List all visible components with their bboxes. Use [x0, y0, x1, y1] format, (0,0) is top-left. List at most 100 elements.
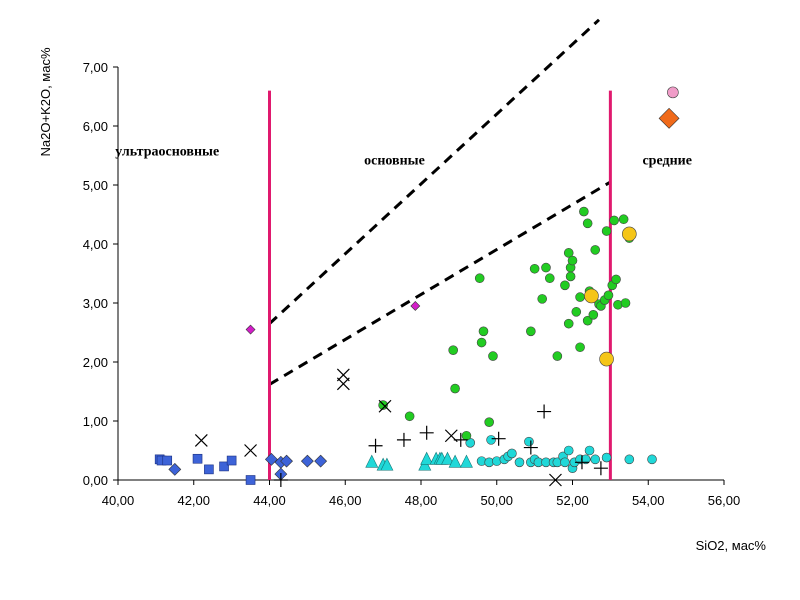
green-circles-point [588, 309, 599, 320]
y-tick-label: 1,00 [83, 414, 108, 429]
plus-marks-point [491, 431, 506, 446]
green-circles-point [575, 292, 585, 302]
y-tick-label: 7,00 [83, 60, 108, 75]
x-tick-label: 40,00 [102, 493, 135, 508]
green-circles-point [526, 326, 536, 337]
pink-circle-point [667, 86, 679, 99]
cyan-circles-point [590, 454, 601, 465]
green-circles-point [609, 215, 619, 226]
green-circles-point [544, 273, 555, 284]
green-circles-point [579, 206, 589, 217]
plus-marks-point [537, 404, 552, 419]
y-tick-label: 3,00 [83, 296, 108, 311]
plus-marks-point [523, 440, 538, 455]
cyan-circles-point [647, 454, 657, 465]
y-axis-title: Na2O+K2O, мас% [38, 47, 53, 156]
cyan-circles-point [486, 435, 496, 445]
cyan-triangles-point [420, 451, 434, 465]
cyan-circles-point [584, 445, 595, 456]
green-circles-point [603, 290, 614, 301]
y-tick-label: 4,00 [83, 237, 108, 252]
plus-marks-point [574, 455, 589, 470]
blue-squares-point [204, 464, 214, 475]
green-circles-point [618, 214, 629, 225]
x-marks-point [194, 434, 208, 447]
green-circles-point [567, 255, 578, 266]
green-circles-point [582, 218, 593, 229]
region-label: основные [364, 153, 425, 168]
x-tick-label: 46,00 [329, 493, 362, 508]
blue-diamonds-point [280, 454, 293, 468]
plus-marks-point [593, 461, 608, 476]
blue-squares-point [192, 453, 203, 464]
plus-marks-point [273, 473, 288, 487]
green-circles-point [620, 298, 631, 308]
green-circles-point [563, 318, 574, 329]
x-marks-point [244, 444, 257, 457]
upper-boundary-dashed-line [268, 18, 601, 325]
plus-marks-point [396, 432, 411, 447]
y-tick-label: 5,00 [83, 178, 108, 193]
green-circles-point [478, 326, 489, 337]
green-circles-point [601, 226, 612, 236]
green-circles-point [552, 351, 563, 361]
cyan-circles-point [524, 436, 534, 447]
cyan-circles-point [563, 445, 574, 456]
region-label: ультраосновные [115, 145, 219, 160]
green-circles-point [611, 274, 621, 285]
x-marks-point [336, 368, 350, 382]
green-circles-point [563, 248, 574, 258]
x-tick-label: 44,00 [253, 493, 286, 508]
cyan-triangles-point [365, 454, 379, 468]
green-circles-point [476, 337, 487, 348]
x-axis-ticks: 40,00 42,00 44,00 46,00 48,00 50,00 52,00 54,00… [102, 480, 741, 508]
region-label: средние [642, 153, 691, 168]
x-marks-point [378, 399, 392, 413]
x-tick-label: 56,00 [708, 493, 741, 508]
green-circles-point [537, 294, 548, 304]
green-circles-point [529, 263, 540, 274]
green-circles-point [565, 271, 576, 282]
cyan-triangles-point [441, 451, 454, 465]
green-circles-point [450, 383, 460, 394]
x-axis-title: SiO2, мас% [696, 538, 767, 553]
cyan-triangles-point [448, 454, 462, 468]
plot-area [117, 67, 724, 481]
cyan-circles-point [624, 454, 635, 465]
green-circles-point [448, 345, 458, 356]
orange-circles-point [584, 288, 599, 304]
cyan-circles-point [507, 448, 517, 459]
cyan-circles-point [601, 452, 612, 463]
x-tick-label: 48,00 [405, 493, 438, 508]
green-circles-point [571, 307, 582, 317]
green-circles-point [590, 245, 601, 255]
green-circles-point [461, 430, 472, 441]
blue-squares-point [226, 455, 237, 466]
green-circles-point [560, 280, 570, 291]
lower-boundary-dashed-line [268, 180, 612, 386]
green-circles-point [404, 411, 415, 422]
blue-squares-point [245, 475, 256, 485]
boundary-lines [268, 18, 612, 480]
green-circles-point [484, 417, 494, 427]
plus-marks-point [419, 425, 434, 440]
blue-diamonds-point [314, 454, 328, 468]
blue-diamonds-point [168, 462, 182, 476]
x-marks-point [336, 377, 350, 391]
orange-diamond-point [658, 107, 680, 129]
plus-marks-point [368, 438, 383, 453]
orange-circles-point [622, 226, 637, 242]
magenta-diamonds-point [245, 324, 256, 335]
x-tick-label: 54,00 [632, 493, 665, 508]
blue-squares-point [219, 461, 229, 472]
green-circles-point [488, 351, 498, 361]
x-marks-point [549, 473, 562, 487]
region-labels: ультраосновные основные средние [115, 145, 692, 169]
orange-circles-point [599, 351, 614, 367]
y-tick-label: 0,00 [83, 473, 108, 488]
plus-marks-point [453, 432, 468, 447]
x-tick-label: 42,00 [177, 493, 210, 508]
green-circles-point [582, 315, 593, 326]
data-points [154, 86, 680, 487]
